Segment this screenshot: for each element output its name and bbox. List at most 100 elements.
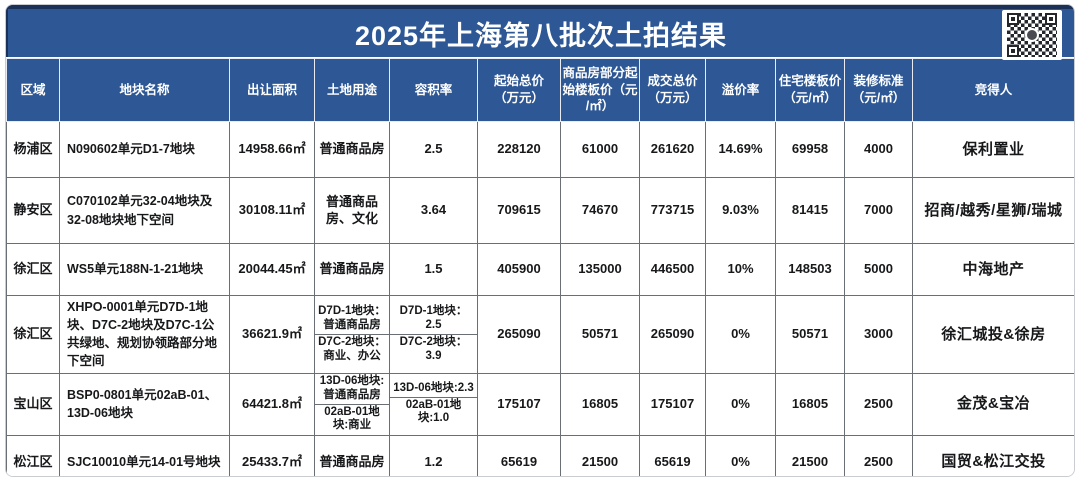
page-title: 2025年上海第八批次土拍结果 — [354, 20, 728, 51]
cell-plot-name: SJC10010单元14-01号地块 — [59, 434, 230, 476]
result-card: 2025年上海第八批次土拍结果 区域 地块名称 — [5, 4, 1075, 477]
header-start-total: 起始总价 （万元） — [477, 58, 561, 122]
cell-start-total: 405900 — [477, 243, 561, 296]
cell-deal-total: 446500 — [639, 243, 706, 296]
cell-region: 徐汇区 — [6, 243, 60, 296]
header-premium-rate: 溢价率 — [705, 58, 776, 122]
cell-land-use: 普通商品房 — [314, 121, 390, 178]
cell-decor-standard: 3000 — [844, 295, 913, 374]
header-start-floor-price: 商品房部分起 始楼板价（元/㎡） — [560, 58, 640, 122]
table-body: 杨浦区 N090602单元D1-7地块 14958.66㎡ 普通商品房 2.5 … — [6, 121, 1074, 476]
cell-far: 1.5 — [389, 243, 478, 296]
cell-decor-standard: 5000 — [844, 243, 913, 296]
cell-premium-rate: 0% — [705, 295, 776, 374]
qr-logo-icon — [1025, 28, 1039, 42]
cell-premium-rate: 10% — [705, 243, 776, 296]
qr-code — [1002, 10, 1062, 60]
cell-deal-total: 65619 — [639, 434, 706, 476]
cell-start-total: 265090 — [477, 295, 561, 374]
title-bar: 2025年上海第八批次土拍结果 — [6, 5, 1074, 60]
cell-premium-rate: 9.03% — [705, 177, 776, 244]
cell-start-floor-price: 61000 — [560, 121, 640, 178]
cell-start-total: 709615 — [477, 177, 561, 244]
header-resi-floor-price: 住宅楼板价 （元/㎡） — [775, 58, 845, 122]
cell-resi-floor-price: 16805 — [775, 372, 845, 436]
cell-decor-standard: 7000 — [844, 177, 913, 244]
header-land-use: 土地用途 — [314, 58, 390, 122]
cell-decor-standard: 2500 — [844, 372, 913, 436]
cell-land-use-sub: 13D-06地块:普通商品房 — [315, 374, 389, 405]
cell-land-use-sub: 02aB-01地块:商业 — [324, 405, 380, 432]
cell-deal-total: 773715 — [639, 177, 706, 244]
cell-far-sub: 13D-06地块:2.3 — [390, 381, 477, 398]
cell-start-floor-price: 135000 — [560, 243, 640, 296]
cell-deal-total: 175107 — [639, 372, 706, 436]
cell-resi-floor-price: 50571 — [775, 295, 845, 374]
cell-far-sub: 02aB-01地块:1.0 — [405, 398, 462, 425]
table-row: 松江区 SJC10010单元14-01号地块 25433.7㎡ 普通商品房 1.… — [6, 434, 1074, 476]
cell-start-floor-price: 50571 — [560, 295, 640, 374]
cell-region: 徐汇区 — [6, 295, 60, 374]
cell-plot-name: WS5单元188N-1-21地块 — [59, 243, 230, 296]
cell-start-floor-price: 16805 — [560, 372, 640, 436]
qr-finder-icon — [1045, 13, 1057, 25]
cell-far: 2.5 — [389, 121, 478, 178]
cell-land-use: 普通商品房、文化 — [314, 177, 390, 244]
table-header: 区域 地块名称 出让面积 土地用途 容积率 起始总价 （万元） 商品房部分起 始楼板… — [6, 58, 1074, 122]
cell-area: 30108.11㎡ — [229, 177, 315, 244]
cell-start-floor-price: 74670 — [560, 177, 640, 244]
qr-finder-icon — [1007, 45, 1019, 57]
cell-start-total: 175107 — [477, 372, 561, 436]
cell-winner: 国贸&松江交投 — [912, 434, 1074, 476]
header-far: 容积率 — [389, 58, 478, 122]
cell-land-use: D7D-1地块：普通商品房 D7C-2地块：商业、办公 — [314, 295, 390, 374]
cell-winner: 招商/越秀/星狮/瑞城 — [912, 177, 1074, 244]
cell-far: 13D-06地块:2.3 02aB-01地块:1.0 — [389, 372, 478, 436]
cell-land-use-sub: D7C-2地块：商业、办公 — [318, 335, 386, 362]
cell-premium-rate: 0% — [705, 434, 776, 476]
cell-resi-floor-price: 69958 — [775, 121, 845, 178]
cell-land-use: 普通商品房 — [314, 434, 390, 476]
header-decor-standard: 装修标准 （元/㎡） — [844, 58, 913, 122]
cell-decor-standard: 2500 — [844, 434, 913, 476]
cell-plot-name: XHPO-0001单元D7D-1地块、D7C-2地块及D7C-1公共绿地、规划协… — [59, 295, 230, 374]
table-row: 静安区 C070102单元32-04地块及32-08地块地下空间 30108.1… — [6, 177, 1074, 244]
cell-area: 64421.8㎡ — [229, 372, 315, 436]
cell-area: 36621.9㎡ — [229, 295, 315, 374]
cell-region: 松江区 — [6, 434, 60, 476]
cell-start-total: 65619 — [477, 434, 561, 476]
header-area: 出让面积 — [229, 58, 315, 122]
cell-land-use: 13D-06地块:普通商品房 02aB-01地块:商业 — [314, 372, 390, 436]
cell-premium-rate: 14.69% — [705, 121, 776, 178]
land-auction-table: 区域 地块名称 出让面积 土地用途 容积率 起始总价 （万元） 商品房部分起 始楼板… — [6, 58, 1074, 476]
cell-region: 宝山区 — [6, 372, 60, 436]
cell-far-sub: D7C-2地块：3.9 — [399, 335, 468, 362]
cell-resi-floor-price: 81415 — [775, 177, 845, 244]
table-row: 宝山区 BSP0-0801单元02aB-01、13D-06地块 64421.8㎡… — [6, 372, 1074, 436]
cell-land-use-sub: D7D-1地块：普通商品房 — [315, 304, 389, 335]
header-winner: 竞得人 — [912, 58, 1074, 122]
cell-far: D7D-1地块：2.5 D7C-2地块：3.9 — [389, 295, 478, 374]
table-row: 徐汇区 WS5单元188N-1-21地块 20044.45㎡ 普通商品房 1.5… — [6, 243, 1074, 296]
cell-deal-total: 265090 — [639, 295, 706, 374]
cell-area: 14958.66㎡ — [229, 121, 315, 178]
cell-region: 静安区 — [6, 177, 60, 244]
cell-start-total: 228120 — [477, 121, 561, 178]
header-region: 区域 — [6, 58, 60, 122]
cell-winner: 徐汇城投&徐房 — [912, 295, 1074, 374]
cell-winner: 保利置业 — [912, 121, 1074, 178]
header-deal-total: 成交总价 （万元） — [639, 58, 706, 122]
table-row: 徐汇区 XHPO-0001单元D7D-1地块、D7C-2地块及D7C-1公共绿地… — [6, 295, 1074, 374]
cell-land-use: 普通商品房 — [314, 243, 390, 296]
cell-winner: 金茂&宝冶 — [912, 372, 1074, 436]
cell-deal-total: 261620 — [639, 121, 706, 178]
cell-plot-name: BSP0-0801单元02aB-01、13D-06地块 — [59, 372, 230, 436]
cell-area: 20044.45㎡ — [229, 243, 315, 296]
qr-finder-icon — [1007, 13, 1019, 25]
cell-plot-name: N090602单元D1-7地块 — [59, 121, 230, 178]
cell-region: 杨浦区 — [6, 121, 60, 178]
cell-premium-rate: 0% — [705, 372, 776, 436]
header-plot-name: 地块名称 — [59, 58, 230, 122]
qr-pattern-icon — [1007, 13, 1057, 57]
